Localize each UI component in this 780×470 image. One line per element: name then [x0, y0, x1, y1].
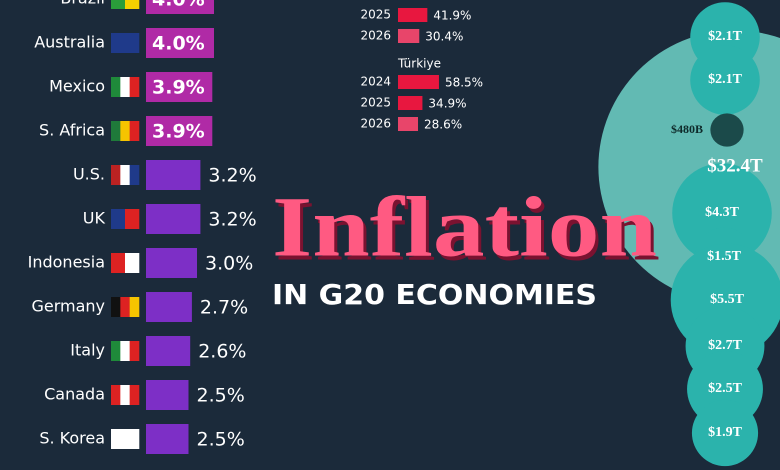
flag [125, 33, 140, 53]
bubble-label: $2.1T [708, 29, 743, 44]
flag [129, 297, 140, 317]
flag [111, 429, 126, 449]
bubble-layer: $2.1T $2.1T $480B $32.4T $4.3T $1.5T $5.5T $2.7… [598, 2, 780, 467]
value-label: 3.2% [208, 165, 256, 187]
category-label: Germany [31, 297, 105, 316]
value-label: 3.9% [152, 121, 205, 143]
bar [146, 72, 213, 102]
value-label: 34.9% [428, 97, 466, 111]
value-label: 2.7% [200, 297, 248, 319]
value-label: 2.6% [198, 341, 246, 363]
bar [146, 116, 213, 146]
category-label: Brazil [60, 0, 105, 8]
category-label: Canada [44, 385, 105, 404]
flag [111, 0, 126, 9]
group-layer: 2025 41.9% 2026 30.4% Türkiye 2024 58.5% 2025 34… [360, 8, 483, 132]
bar-layer: Brazil 4.0% Australia 4.0% Mexico 3.9% S. Afri… [28, 0, 257, 454]
value-label: 2.5% [197, 429, 245, 451]
value-label: 3.9% [152, 77, 205, 99]
flag [111, 385, 121, 405]
value-label: 3.2% [208, 209, 256, 231]
flag [129, 341, 140, 361]
flag [129, 385, 140, 405]
bubble-label: $32.4T [707, 155, 763, 176]
title: Inflation [272, 179, 657, 275]
bar [146, 380, 189, 410]
bubble [710, 113, 744, 147]
bar [398, 29, 420, 43]
value-label: 41.9% [433, 9, 471, 23]
bar [146, 0, 214, 14]
bar [398, 75, 439, 89]
flag [111, 341, 121, 361]
bubble-label: $5.5T [710, 292, 745, 307]
bubble-label: $2.5T [708, 381, 743, 396]
bar [146, 336, 191, 366]
year-label: 2026 [360, 117, 391, 131]
flag [111, 33, 126, 53]
category-label: Italy [70, 341, 105, 360]
bubble [672, 163, 772, 263]
category-label: Australia [34, 33, 105, 52]
value-label: 2.5% [197, 385, 245, 407]
year-label: 2024 [360, 75, 391, 89]
bubble-label: $2.1T [708, 72, 743, 87]
bar [146, 28, 214, 58]
value-label: 4.0% [152, 0, 205, 11]
category-label: S. Korea [39, 429, 105, 448]
bubble-label: $480B [671, 122, 703, 136]
bubble [690, 45, 760, 115]
bar [398, 117, 419, 131]
category-label: Indonesia [28, 253, 105, 272]
category-label: UK [83, 209, 106, 228]
value-label: 30.4% [425, 30, 463, 44]
category-label: S. Africa [39, 121, 105, 140]
flag [120, 385, 130, 405]
flag [111, 165, 121, 185]
bubble-label: $4.3T [705, 205, 740, 220]
value-label: 4.0% [152, 33, 205, 55]
bubble-label: $1.9T [708, 425, 743, 440]
flag [125, 209, 140, 229]
group-label: Türkiye [397, 57, 441, 71]
flag [125, 429, 140, 449]
bar [146, 248, 197, 278]
flag [120, 77, 130, 97]
flag [125, 0, 140, 9]
bar [146, 204, 201, 234]
value-label: 28.6% [424, 118, 462, 132]
bar [146, 160, 201, 190]
value-label: 3.0% [205, 253, 253, 275]
flag [120, 165, 130, 185]
year-label: 2025 [360, 8, 391, 22]
bubble-label: $1.5T [707, 249, 742, 264]
title-shadow: Inflation [275, 183, 660, 279]
bar [146, 424, 189, 454]
flag [111, 253, 126, 273]
bar [146, 292, 192, 322]
flag [129, 77, 140, 97]
flag [111, 209, 126, 229]
bubble [691, 399, 759, 467]
category-label: Mexico [49, 77, 105, 96]
year-label: 2025 [360, 96, 391, 110]
bar [398, 8, 428, 22]
bar [398, 96, 423, 110]
flag [129, 165, 140, 185]
subtitle: IN G20 ECONOMIES [272, 278, 597, 311]
flag [120, 297, 130, 317]
flag [125, 253, 140, 273]
flag [120, 341, 130, 361]
flag [129, 121, 140, 141]
value-label: 58.5% [445, 76, 483, 90]
category-label: U.S. [73, 165, 105, 184]
bubble-label: $2.7T [708, 338, 743, 353]
flag [111, 77, 121, 97]
flag [111, 297, 121, 317]
year-label: 2026 [360, 29, 391, 43]
flag [120, 121, 130, 141]
flag [111, 121, 121, 141]
